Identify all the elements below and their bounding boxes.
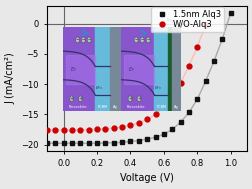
1.5nm Alq3 (195, 98, 198, 100)
1.5nm Alq3 (145, 138, 148, 140)
1.5nm Alq3 (45, 142, 48, 144)
1.5nm Alq3 (87, 142, 90, 144)
1.5nm Alq3 (162, 133, 165, 135)
W/O-Alq3 (79, 129, 82, 131)
1.5nm Alq3 (178, 121, 181, 123)
W/O-Alq3 (104, 128, 107, 130)
W/O-Alq3 (120, 126, 123, 128)
1.5nm Alq3 (54, 142, 57, 144)
W/O-Alq3 (62, 129, 65, 131)
W/O-Alq3 (45, 129, 48, 131)
W/O-Alq3 (70, 129, 73, 131)
W/O-Alq3 (153, 113, 156, 115)
W/O-Alq3 (187, 65, 190, 67)
1.5nm Alq3 (79, 142, 82, 144)
W/O-Alq3 (129, 124, 132, 126)
W/O-Alq3 (162, 106, 165, 108)
1.5nm Alq3 (220, 38, 223, 40)
W/O-Alq3 (203, 24, 206, 26)
W/O-Alq3 (145, 118, 148, 120)
1.5nm Alq3 (203, 80, 206, 82)
1.5nm Alq3 (104, 142, 107, 144)
Legend: 1.5nm Alq3, W/O-Alq3: 1.5nm Alq3, W/O-Alq3 (151, 7, 223, 32)
W/O-Alq3 (95, 128, 98, 131)
W/O-Alq3 (195, 46, 198, 48)
1.5nm Alq3 (212, 60, 215, 62)
1.5nm Alq3 (95, 142, 98, 144)
W/O-Alq3 (112, 127, 115, 129)
W/O-Alq3 (54, 129, 57, 131)
Line: 1.5nm Alq3: 1.5nm Alq3 (44, 10, 232, 146)
1.5nm Alq3 (228, 12, 231, 14)
W/O-Alq3 (137, 122, 140, 124)
Line: W/O-Alq3: W/O-Alq3 (44, 22, 207, 132)
W/O-Alq3 (87, 129, 90, 131)
1.5nm Alq3 (153, 136, 156, 138)
1.5nm Alq3 (129, 140, 132, 143)
W/O-Alq3 (170, 95, 173, 97)
1.5nm Alq3 (120, 141, 123, 143)
1.5nm Alq3 (62, 142, 65, 144)
1.5nm Alq3 (112, 142, 115, 144)
1.5nm Alq3 (70, 142, 73, 144)
1.5nm Alq3 (170, 128, 173, 131)
1.5nm Alq3 (187, 111, 190, 114)
X-axis label: Voltage (V): Voltage (V) (120, 174, 173, 184)
W/O-Alq3 (178, 82, 181, 84)
1.5nm Alq3 (137, 139, 140, 142)
Y-axis label: J (mA/cm²): J (mA/cm²) (6, 52, 15, 104)
